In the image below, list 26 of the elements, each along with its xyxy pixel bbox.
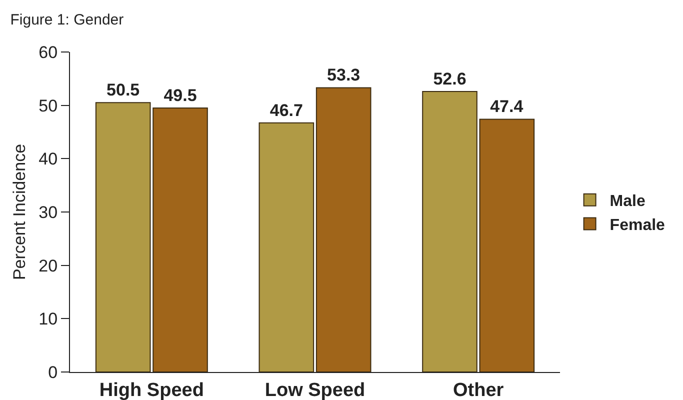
bar	[479, 118, 535, 372]
data-label: 49.5	[164, 86, 197, 105]
bar	[316, 87, 372, 372]
x-tick-label: Other	[452, 380, 504, 400]
y-tick-label: 30	[38, 202, 58, 222]
data-label: 47.4	[490, 97, 524, 116]
y-tick-label: 20	[38, 256, 58, 276]
data-label: 52.6	[433, 69, 466, 88]
bar	[152, 108, 208, 372]
bar	[95, 102, 151, 372]
y-axis-title: Percent Incidence	[10, 144, 30, 280]
y-tick-label: 0	[48, 362, 58, 382]
y-tick-label: 10	[38, 310, 58, 329]
chart-title: Figure 1: Gender	[10, 12, 124, 28]
y-tick-label: 50	[38, 96, 58, 116]
data-label: 53.3	[327, 66, 360, 85]
y-tick-label: 40	[38, 150, 58, 169]
legend-label: Female	[610, 216, 666, 234]
x-tick-label: Low Speed	[264, 380, 366, 400]
data-label: 50.5	[106, 80, 140, 100]
legend-label: Male	[610, 193, 646, 210]
bar	[422, 90, 478, 372]
y-tick-label: 60	[38, 42, 58, 62]
x-tick-label: High Speed	[99, 380, 204, 400]
bar	[258, 122, 314, 372]
data-label: 46.7	[270, 100, 303, 120]
